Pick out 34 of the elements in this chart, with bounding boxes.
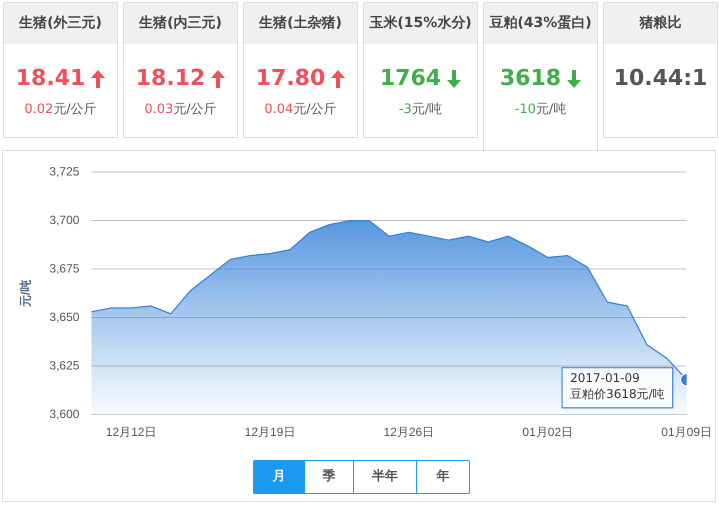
x-tick-label: 12月26日 <box>384 425 434 440</box>
text: 0.02元/公斤 <box>24 102 97 117</box>
text: 17.80 <box>256 66 326 91</box>
text: -3元/吨 <box>398 102 442 117</box>
x-tick-label: 12月19日 <box>244 425 296 440</box>
text: 0.04元/公斤 <box>264 102 337 117</box>
annotation: 2017-01-09 豆粕价3618元/吨 <box>570 370 665 401</box>
text: 年 <box>416 461 469 493</box>
y-tick-label: 3,625 <box>49 358 80 372</box>
category-label: 玉米(15%水分) <box>364 3 477 44</box>
y-tick-label: 3,675 <box>49 261 80 276</box>
y-tick-label: 3,650 <box>49 310 80 324</box>
y-tick-label: 3,600 <box>49 406 80 421</box>
text: 季 <box>304 461 353 493</box>
y-tick-label: 3,700 <box>49 212 80 227</box>
text: 0.03元/公斤 <box>144 102 217 117</box>
category-label: 豆粕(43%蛋白) <box>484 3 597 44</box>
text: -10元/吨 <box>514 102 566 117</box>
y-tick-label: 3,725 <box>49 164 80 179</box>
text: 月 <box>254 461 304 493</box>
y-axis-title: 元/吨 <box>18 280 33 308</box>
x-tick-label: 01月09日 <box>661 425 712 440</box>
x-tick-label: 12月12日 <box>106 425 156 440</box>
text: 10.44:1 <box>614 66 708 91</box>
text: 18.12 <box>136 66 206 91</box>
text: 18.41 <box>16 66 86 91</box>
category-label: 生猪(内三元) <box>124 3 237 44</box>
category-label: 生猪(外三元) <box>4 3 117 44</box>
text: 1764 <box>380 66 442 91</box>
x-tick-label: 01月02日 <box>522 425 574 440</box>
text: 半年 <box>353 461 416 493</box>
category-label: 猪粮比 <box>604 3 717 44</box>
text: 3618 <box>500 66 562 91</box>
category-label: 生猪(土杂猪) <box>244 3 357 44</box>
